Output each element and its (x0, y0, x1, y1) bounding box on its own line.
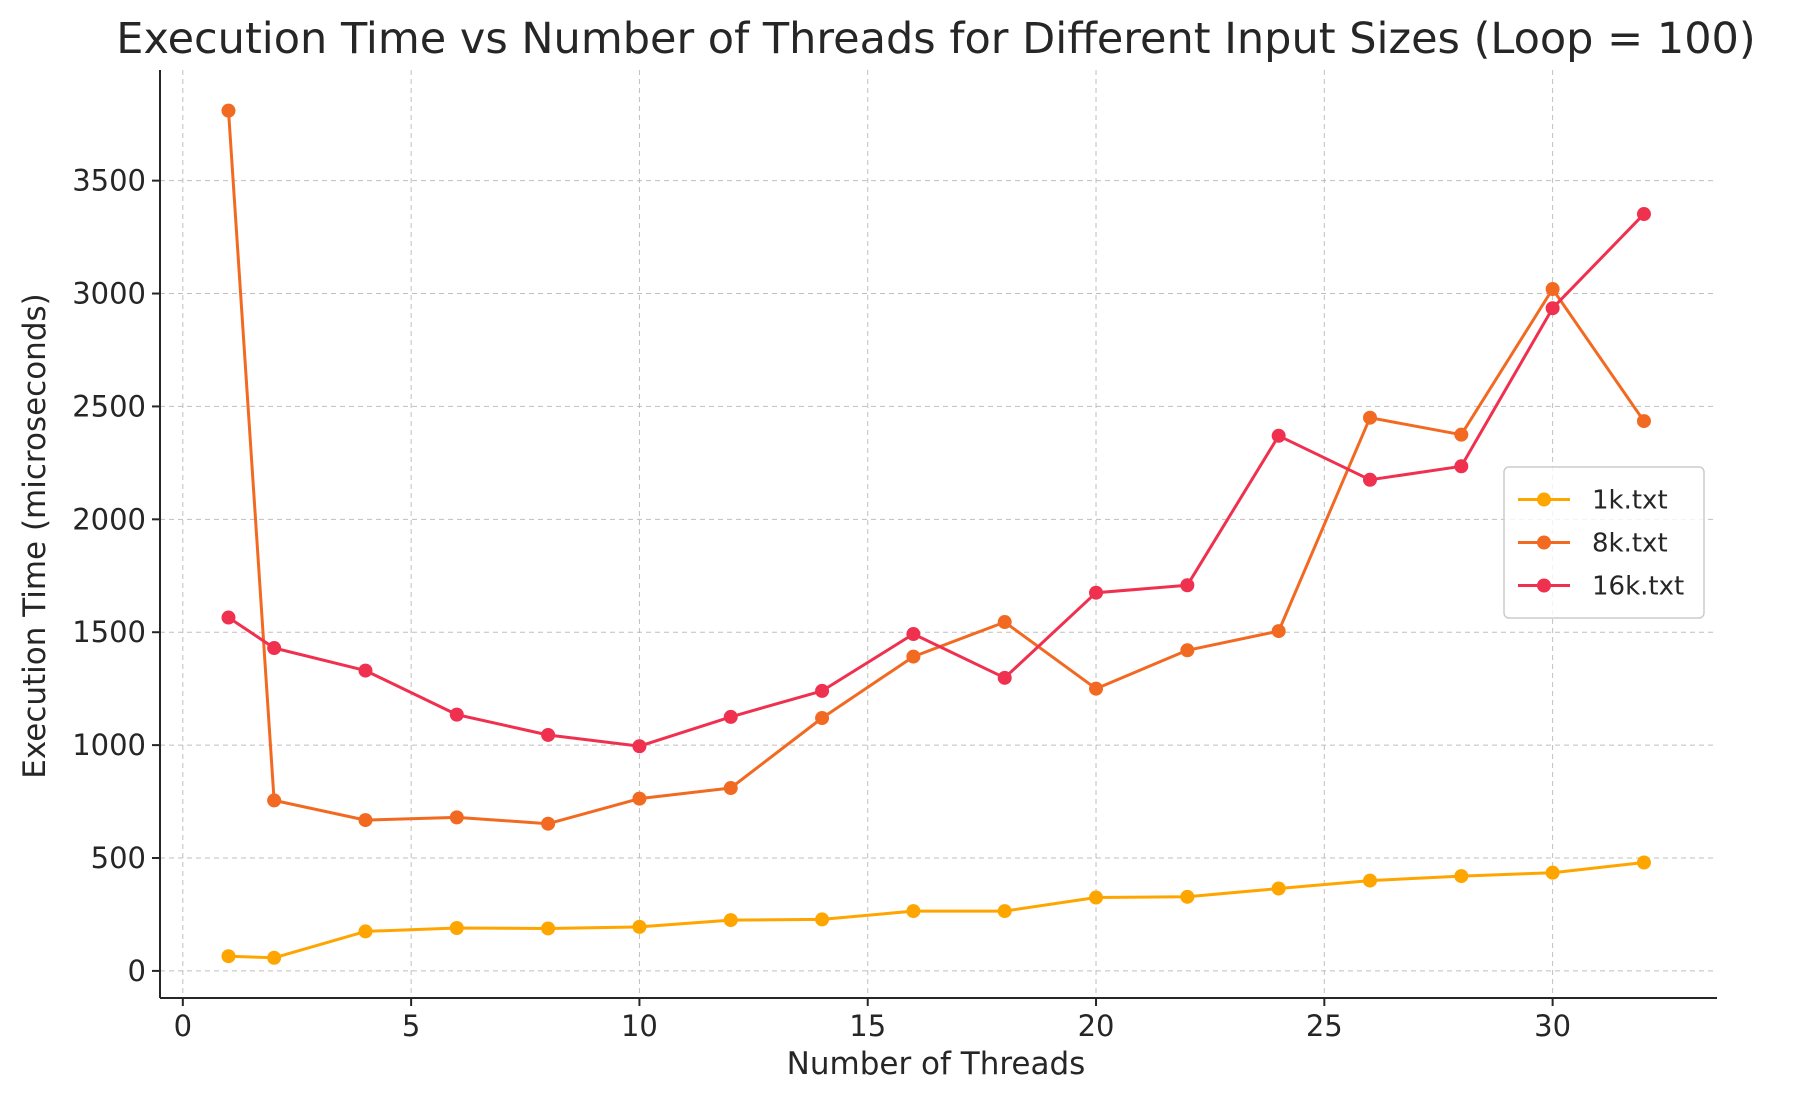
y-tick-label: 3500 (72, 164, 146, 198)
data-point-1k-txt (906, 904, 921, 919)
data-point-8k-txt (1089, 681, 1104, 696)
chart-title: Execution Time vs Number of Threads for … (116, 14, 1755, 64)
data-point-8k-txt (1180, 643, 1195, 658)
data-point-1k-txt (1089, 890, 1104, 905)
data-point-16k-txt (815, 683, 830, 698)
y-axis-label: Execution Time (microseconds) (17, 293, 53, 778)
x-tick-label: 5 (402, 1009, 420, 1043)
data-point-16k-txt (1636, 207, 1651, 222)
y-tick-label: 0 (128, 954, 146, 988)
data-point-8k-txt (449, 810, 464, 825)
data-point-8k-txt (1545, 282, 1560, 297)
data-point-1k-txt (723, 913, 738, 928)
data-point-8k-txt (906, 649, 921, 664)
data-point-8k-txt (1636, 414, 1651, 429)
data-point-1k-txt (221, 949, 236, 964)
data-point-1k-txt (541, 921, 556, 936)
y-tick-label: 2500 (72, 389, 146, 423)
x-tick-label: 10 (621, 1009, 658, 1043)
data-point-16k-txt (906, 627, 921, 642)
data-point-1k-txt (1180, 889, 1195, 904)
x-tick-label: 25 (1306, 1009, 1343, 1043)
data-point-8k-txt (267, 793, 282, 808)
data-point-8k-txt (1362, 410, 1377, 425)
data-point-16k-txt (267, 641, 282, 656)
axes-layer: 0 5 10 15 20 25 30 0 500 1000 1500 2000 2500 3000 3500 (72, 70, 1717, 1043)
legend-swatch-marker (1537, 578, 1551, 593)
data-point-8k-txt (221, 103, 236, 118)
data-point-1k-txt (1454, 869, 1469, 884)
data-point-8k-txt (1271, 624, 1286, 639)
data-point-16k-txt (449, 707, 464, 722)
data-point-1k-txt (815, 912, 830, 927)
data-point-1k-txt (1271, 881, 1286, 896)
data-point-16k-txt (1271, 428, 1286, 443)
series-1k-txt (221, 855, 1651, 965)
legend-item: 1k.txt (1518, 486, 1668, 516)
grid-layer (160, 70, 1717, 998)
data-point-1k-txt (997, 904, 1012, 919)
data-point-16k-txt (541, 727, 556, 742)
x-tick-label: 15 (849, 1009, 886, 1043)
legend-label: 8k.txt (1592, 529, 1668, 559)
data-point-16k-txt (997, 670, 1012, 685)
data-point-8k-txt (632, 791, 647, 806)
legend: 1k.txt 8k.txt 16k.txt (1503, 466, 1705, 619)
data-point-16k-txt (1180, 578, 1195, 593)
y-tick-label: 1000 (72, 728, 146, 762)
y-tick-label: 1500 (72, 615, 146, 649)
legend-swatch-marker (1537, 492, 1551, 507)
series-16k-txt (221, 207, 1651, 754)
data-point-1k-txt (1545, 865, 1560, 880)
data-point-8k-txt (815, 711, 830, 726)
data-point-1k-txt (267, 950, 282, 965)
data-point-1k-txt (449, 921, 464, 936)
legend-item: 16k.txt (1518, 572, 1684, 602)
data-point-8k-txt (541, 816, 556, 831)
series-8k-txt (221, 103, 1651, 831)
data-point-16k-txt (1545, 301, 1560, 316)
data-point-16k-txt (1089, 585, 1104, 600)
legend-swatch-marker (1537, 535, 1551, 550)
series-line-8k-txt (227, 109, 1646, 826)
data-point-16k-txt (1454, 459, 1469, 474)
x-tick-label: 20 (1078, 1009, 1115, 1043)
data-point-16k-txt (358, 663, 373, 678)
legend-label: 1k.txt (1592, 486, 1668, 516)
legend-frame (1503, 466, 1705, 619)
data-point-8k-txt (723, 781, 738, 796)
legend-label: 16k.txt (1592, 572, 1684, 602)
y-tick-label: 2000 (72, 502, 146, 536)
data-point-8k-txt (997, 615, 1012, 630)
data-point-16k-txt (1362, 472, 1377, 487)
data-point-16k-txt (632, 739, 647, 754)
data-point-1k-txt (358, 924, 373, 939)
data-point-16k-txt (723, 709, 738, 724)
series-line-1k-txt (227, 861, 1646, 960)
data-point-8k-txt (1454, 427, 1469, 442)
x-tick-label: 0 (174, 1009, 192, 1043)
y-tick-label: 3000 (72, 277, 146, 311)
series-layer (221, 103, 1651, 965)
data-point-1k-txt (632, 919, 647, 934)
legend-item: 8k.txt (1518, 529, 1668, 559)
data-point-8k-txt (358, 813, 373, 828)
data-point-1k-txt (1636, 855, 1651, 870)
x-tick-label: 30 (1534, 1009, 1571, 1043)
y-tick-label: 500 (91, 841, 146, 875)
data-point-1k-txt (1362, 873, 1377, 888)
x-axis-label: Number of Threads (787, 1046, 1086, 1082)
data-point-16k-txt (221, 610, 236, 625)
